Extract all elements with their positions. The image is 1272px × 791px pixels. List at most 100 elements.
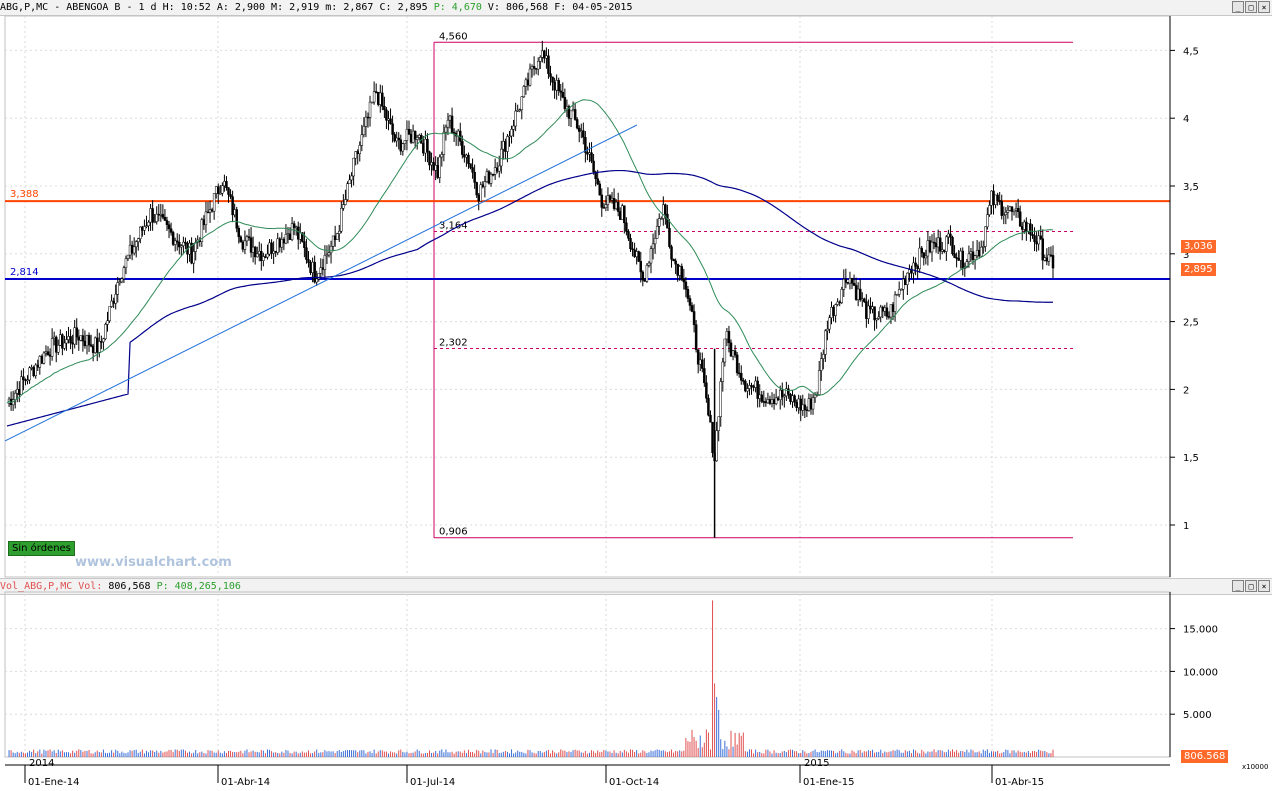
candle-body [67,336,70,340]
candle-body [875,318,878,321]
candle-body [81,335,85,342]
time-value: 10:52 [180,2,211,13]
candle-body [34,364,37,376]
candle-body [376,91,380,105]
close-button[interactable]: × [1258,1,1270,13]
candle-body [327,252,331,256]
candle-body [887,316,891,318]
candle-body [385,109,388,121]
vol-minimize-button[interactable]: _ [1232,580,1244,592]
candle-body [372,91,376,103]
candle-body [284,234,288,244]
candle-body [879,306,882,318]
candle-body [1051,255,1055,269]
candle-body [512,125,515,130]
candle-body [725,331,729,340]
candle-body [524,79,528,87]
candle-body [873,306,876,321]
candle-body [643,279,647,282]
candle-body [401,143,405,152]
candle-body [947,233,950,238]
candle-body [729,342,733,357]
fib-level-label: 4,560 [439,31,468,42]
candle-body [280,239,284,248]
candle-body [143,226,146,231]
candle-body [151,208,154,223]
candle-body [438,156,442,178]
candle-body [491,173,495,176]
candle-body [787,388,790,395]
open-label: A: [216,2,229,13]
candle-body [1035,241,1038,245]
candle-body [487,171,491,184]
candle-body [28,367,31,381]
candle-body [526,79,530,86]
candle-body [606,195,610,205]
candle-body [448,115,452,121]
vol-close-button[interactable]: × [1258,580,1270,592]
y-tick-label: 2,5 [1183,318,1199,329]
candle-body [600,194,604,208]
candle-body [397,137,400,141]
candle-body [750,385,753,387]
candle-body [479,184,483,202]
candle-body [22,376,25,380]
volume-badge: 806.568 [1181,750,1229,763]
candle-body [424,139,427,154]
candle-body [906,272,909,285]
candle-body [703,368,706,384]
candle-body [440,154,444,158]
candle-body [936,237,940,248]
candle-body [362,126,366,135]
candle-body [969,251,973,255]
candle-body [988,205,991,215]
maximize-button[interactable]: □ [1245,1,1257,13]
candle-body [590,152,593,162]
candle-body [854,285,858,300]
candle-body [87,335,91,346]
candle-body [139,226,142,239]
candle-body [73,327,76,345]
candle-body [342,204,345,209]
candle-body [137,238,140,242]
candle-body [333,235,337,240]
candle-body [366,116,370,119]
candle-body [930,241,934,253]
candle-body [227,187,230,195]
candle-body [323,255,327,270]
candle-body [803,404,807,410]
candle-body [682,278,686,283]
candle-body [65,339,68,344]
candle-body [210,209,214,212]
candle-body [303,241,306,249]
candle-body [569,110,573,119]
candle-body [16,389,19,394]
candle-body [313,261,316,283]
candle-body [1049,254,1053,257]
candle-body [432,162,435,171]
volume-grid [4,591,1171,758]
high-label: M: [271,2,284,13]
symbol: ABG,P,MC [0,2,49,13]
candle-body [301,232,304,242]
candle-body [990,190,993,206]
candle-body [672,258,675,262]
candle-body [836,301,839,305]
candle-body [680,266,684,280]
candle-body [932,241,936,244]
volume-header: Vol_ABG,P,MC Vol: 806,568 P: 408,265,106… [0,578,1272,595]
candle-body [500,148,503,167]
candle-body [551,76,554,83]
candle-body [352,157,355,177]
candle-body [616,201,620,212]
minimize-button[interactable]: _ [1232,1,1244,13]
candle-body [571,109,575,112]
candle-body [307,259,310,263]
x-tick-label: 01-Jul-14 [410,777,455,788]
vol-maximize-button[interactable]: □ [1245,580,1257,592]
candle-body [149,208,152,223]
candle-body [904,278,907,285]
candle-body [344,199,347,205]
status-badge[interactable]: Sin órdenes [8,541,75,556]
